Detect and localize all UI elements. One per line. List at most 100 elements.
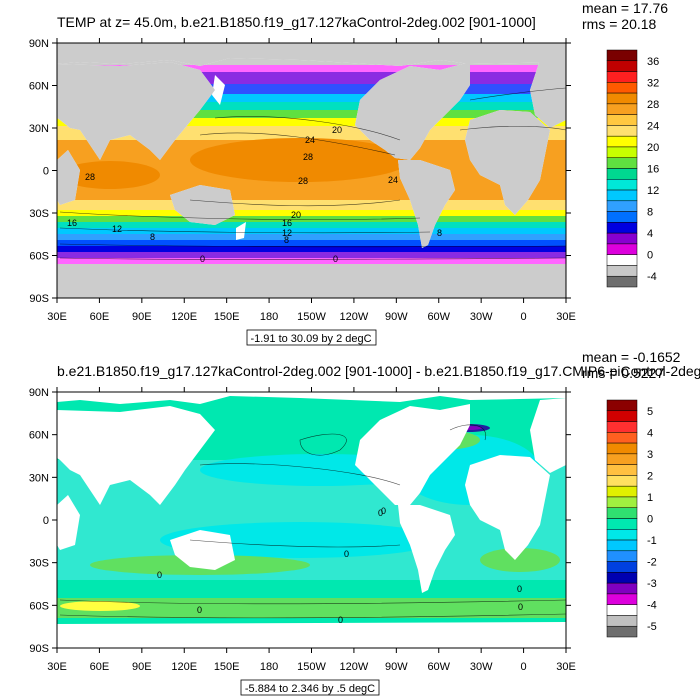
contour-label: 0 [338,615,343,625]
x-tick-label: 0 [521,311,527,323]
contour-label: 0 [381,506,386,516]
x-tick-label: 30E [47,311,67,323]
panel-1-range-label: -1.91 to 30.09 by 2 degC [250,333,371,345]
x-tick-label: 120E [171,311,197,323]
panel-2: b.e21.B1850.f19_g17.127kaControl-2deg.00… [29,349,700,696]
colorbar-swatch [606,114,638,126]
y-tick-label: 90S [29,643,49,655]
x-tick-label: 150E [214,311,240,323]
y-tick-label: 90N [29,38,49,50]
colorbar-swatch [606,189,638,202]
panel-2-rms: rms = 0.5227 [582,365,664,381]
panel-1-title: TEMP at z= 45.0m, b.e21.B1850.f19_g17.12… [57,14,536,30]
contour-label: 0 [200,254,205,264]
colorbar-swatch [606,135,638,148]
panel-1-colorbar: 36 32 28 24 20 16 12 8 4 0 -4 [606,49,659,288]
x-tick-label: 60W [427,311,450,323]
colorbar-swatch [606,507,638,519]
panel-1: TEMP at z= 45.0m, b.e21.B1850.f19_g17.12… [29,0,668,346]
contour-label: 0 [333,254,338,264]
y-tick-label: 60S [29,251,49,263]
contour-label: 0 [517,584,522,594]
colorbar-label: 8 [647,207,653,219]
x-tick-label: 150E [214,661,240,673]
colorbar-label: 1 [647,492,653,504]
colorbar-swatch [606,432,638,444]
y-tick-label: 60N [29,81,49,93]
colorbar-label: 28 [647,99,659,111]
colorbar-swatch [606,615,638,627]
colorbar-swatch [606,453,638,465]
colorbar-swatch [606,200,638,212]
colorbar-swatch [606,464,638,476]
x-tick-label: 30W [470,661,493,673]
x-tick-label: 60E [90,661,110,673]
colorbar-swatch [606,410,638,422]
panel-2-range-label: -5.884 to 2.346 by .5 degC [245,683,375,695]
contour-label: 0 [157,570,162,580]
colorbar-label: -4 [647,600,657,612]
panel-2-range-box: -5.884 to 2.346 by .5 degC [240,679,380,696]
x-tick-label: 180 [260,311,278,323]
contour-label: 8 [150,232,155,242]
colorbar-swatch [606,125,638,137]
contour-label: 24 [388,175,398,185]
x-tick-label: 90W [385,661,408,673]
x-tick-label: 60W [427,661,450,673]
colorbar-swatch [606,496,638,508]
contour-label: 28 [85,172,95,182]
x-tick-label: 150W [297,661,326,673]
colorbar-swatch [606,222,638,234]
x-tick-label: 90E [132,311,152,323]
y-tick-label: 30N [29,472,49,484]
y-tick-label: 0 [43,166,49,178]
y-tick-label: 0 [43,515,49,527]
colorbar-swatch [606,582,638,595]
panel-1-axes: 30E 60E 90E 120E 150E 180 150W 120W 90W 60W 30W 0 30… [29,38,576,323]
contour-label: 12 [282,228,292,238]
contour-label: 16 [67,218,77,228]
colorbar-label: -2 [647,557,657,569]
contour-label: 0 [197,605,202,615]
colorbar-swatch [606,92,638,105]
contour-label: 28 [298,176,308,186]
panel-1-rms: rms = 20.18 [582,16,657,32]
panel-2-title: b.e21.B1850.f19_g17.127kaControl-2deg.00… [57,363,700,379]
y-tick-label: 60S [29,600,49,612]
contour-label: 12 [112,224,122,234]
panel-2-mean: mean = -0.1652 [582,349,681,365]
x-tick-label: 30E [556,311,576,323]
x-tick-label: 120W [340,311,369,323]
colorbar-swatch [606,275,638,288]
colorbar-label: 0 [647,514,653,526]
colorbar-swatch [606,485,638,498]
y-tick-label: 30N [29,123,49,135]
colorbar-label: 4 [647,228,653,240]
y-tick-label: 90N [29,387,49,399]
colorbar-label: 2 [647,470,653,482]
panel-2-colorbar: 5 4 3 2 1 0 -1 -2 -3 -4 -5 [606,399,657,638]
colorbar-label: 32 [647,77,659,89]
colorbar-swatch [606,539,638,552]
colorbar-swatch [606,254,638,266]
x-tick-label: 90W [385,311,408,323]
x-tick-label: 120W [340,661,369,673]
colorbar-swatch [606,572,638,584]
contour-label: 16 [282,218,292,228]
contour-label: 8 [284,235,289,245]
colorbar-label: 16 [647,164,659,176]
x-tick-label: 60E [90,311,110,323]
colorbar-swatch [606,421,638,433]
colorbar-swatch [606,82,638,94]
contour-label: 8 [437,228,442,238]
colorbar-swatch [606,157,638,169]
colorbar-swatch [606,442,638,455]
colorbar-label: -5 [647,621,657,633]
colorbar-swatch [606,179,638,191]
colorbar-swatch [606,211,638,223]
contour-label: 20 [291,210,301,220]
y-tick-label: 30S [29,558,49,570]
colorbar-label: 24 [647,120,659,132]
colorbar-swatch [606,60,638,72]
x-tick-label: 30E [556,661,576,673]
